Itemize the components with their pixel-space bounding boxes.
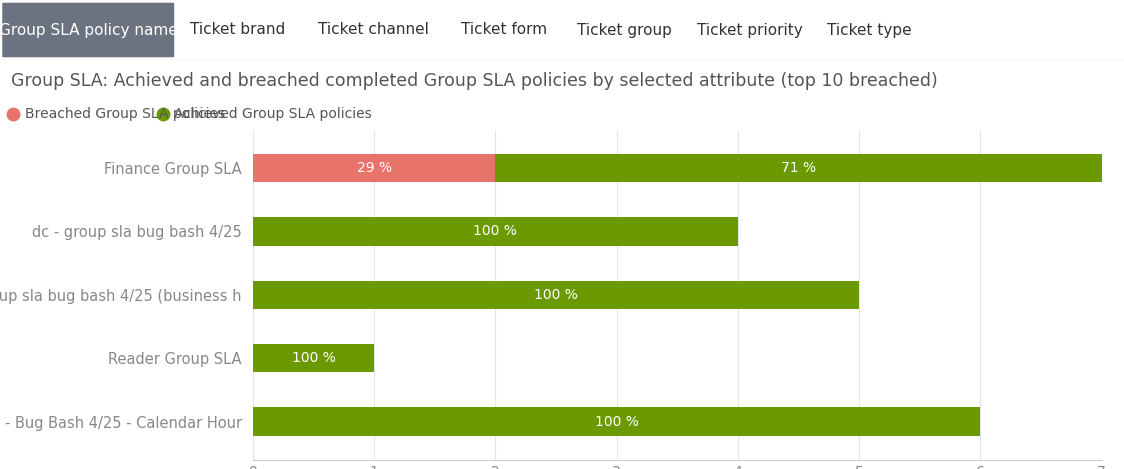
Text: Ticket channel: Ticket channel [318,23,428,38]
Bar [253,217,737,246]
Bar [253,154,496,182]
Bar [496,154,1102,182]
Bar [253,344,374,372]
Bar [253,280,859,309]
Text: Breached Group SLA policies: Breached Group SLA policies [25,107,225,121]
Text: 100 %: 100 % [291,351,335,365]
Text: 71 %: 71 % [781,161,816,175]
Text: Group SLA policy name: Group SLA policy name [0,23,178,38]
Text: Achieved Group SLA policies: Achieved Group SLA policies [174,107,372,121]
Text: Ticket form: Ticket form [461,23,547,38]
Text: Ticket priority: Ticket priority [697,23,803,38]
Text: 29 %: 29 % [356,161,391,175]
Text: 100 %: 100 % [534,288,578,302]
Bar [253,407,980,436]
Text: 100 %: 100 % [595,415,638,429]
Text: Ticket type: Ticket type [827,23,912,38]
FancyBboxPatch shape [2,3,174,57]
Text: Group SLA: Achieved and breached completed Group SLA policies by selected attrib: Group SLA: Achieved and breached complet… [11,72,939,90]
Text: Ticket group: Ticket group [577,23,672,38]
Text: Ticket brand: Ticket brand [190,23,284,38]
Text: 100 %: 100 % [473,225,517,238]
